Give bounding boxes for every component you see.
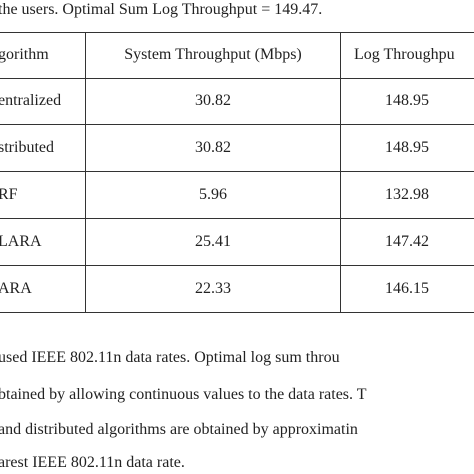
- table-cell: 22.33: [195, 279, 231, 297]
- table-cell: 132.98: [385, 185, 429, 203]
- table-cell: 147.42: [385, 232, 429, 250]
- table-cell: ARA: [0, 279, 32, 297]
- note-line: and distributed algorithms are obtained …: [0, 421, 358, 438]
- table-rule: [0, 78, 474, 79]
- table-cell: 5.96: [199, 185, 227, 203]
- table-cell: stributed: [0, 138, 54, 156]
- table-cell: 148.95: [385, 138, 429, 156]
- table-cell: 146.15: [385, 279, 429, 297]
- table-cell: entralized: [0, 92, 62, 109]
- table-cell: LARA: [0, 232, 42, 250]
- column-rule: [340, 32, 341, 313]
- table-cell: 30.82: [195, 138, 231, 156]
- header-cell: gorithm: [0, 46, 49, 63]
- note-line: btained by allowing continuous values to…: [0, 386, 367, 403]
- column-rule: [85, 32, 86, 313]
- table-rule: [0, 124, 474, 125]
- table-cell: 148.95: [385, 92, 429, 109]
- table-cell: 30.82: [195, 92, 231, 109]
- table-rule: [0, 218, 474, 219]
- table-rule: [0, 171, 474, 172]
- table-cell: RF: [0, 185, 18, 203]
- table-rule: [0, 265, 474, 266]
- table-rule: [0, 32, 474, 33]
- note-line: arest IEEE 802.11n data rate.: [0, 454, 185, 471]
- note-line: used IEEE 802.11n data rates. Optimal lo…: [0, 349, 340, 366]
- caption: the users. Optimal Sum Log Throughput = …: [0, 1, 323, 18]
- header-cell: System Throughput (Mbps): [124, 46, 302, 63]
- table-rule: [0, 312, 474, 313]
- header-cell: Log Throughpu: [354, 46, 455, 63]
- table-cell: 25.41: [195, 232, 231, 250]
